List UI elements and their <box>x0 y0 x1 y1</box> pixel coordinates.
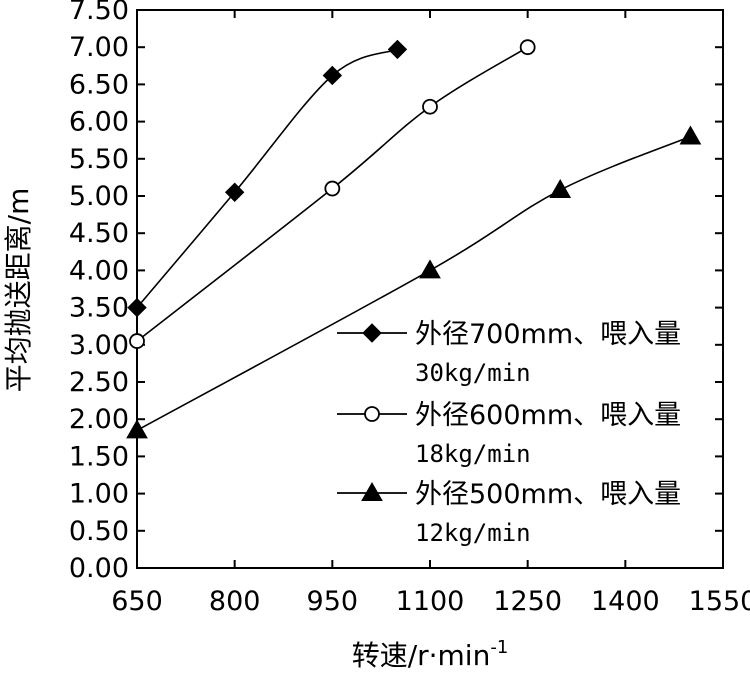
x-tick-label: 1100 <box>396 586 465 617</box>
series-3 <box>126 125 702 439</box>
legend: 外径700mm、喂入量30kg/min外径600mm、喂入量18kg/min外径… <box>337 319 681 547</box>
data-point <box>126 419 148 439</box>
x-tick-label: 650 <box>111 586 163 617</box>
y-tick-label: 4.50 <box>69 218 129 249</box>
y-tick-label: 3.50 <box>69 293 129 324</box>
data-point <box>129 333 145 349</box>
legend-label: 外径600mm、喂入量 <box>415 400 681 431</box>
x-tick-label: 1250 <box>493 586 562 617</box>
data-point <box>127 297 147 318</box>
legend-marker <box>362 323 382 343</box>
y-tick-label: 1.00 <box>69 479 129 510</box>
legend-label: 外径700mm、喂入量 <box>415 319 681 350</box>
legend-marker <box>364 406 380 422</box>
y-tick-label: 6.50 <box>69 69 129 100</box>
x-tick-label: 800 <box>209 586 261 617</box>
y-tick-label: 1.50 <box>69 441 129 472</box>
data-point <box>422 98 438 115</box>
series-group <box>126 39 702 439</box>
data-point <box>324 180 341 197</box>
x-axis-label: 转速/r·min-1 <box>352 637 509 672</box>
y-tick-label: 2.50 <box>69 367 129 398</box>
y-tick-label: 2.00 <box>69 404 129 435</box>
series-line <box>136 135 691 432</box>
data-point <box>419 259 441 279</box>
legend-marker <box>361 481 383 501</box>
data-point <box>387 39 408 60</box>
x-tick-label: 1400 <box>591 586 660 617</box>
tick-labels: 0.00 0.50 1.00 1.50 2.00 2.50 3.00 3.50 4.00 4.50… <box>69 0 750 617</box>
y-tick-label: 5.00 <box>69 181 129 212</box>
y-tick-label: 6.00 <box>69 107 129 138</box>
x-axis-label-superscript: -1 <box>490 637 508 658</box>
series-2 <box>129 39 536 349</box>
legend-label-line2: 12kg/min <box>415 519 531 547</box>
y-tick-label: 3.00 <box>69 330 129 361</box>
series-line <box>136 48 398 309</box>
data-point <box>322 65 343 86</box>
y-axis-label: 平均抛送距离/m <box>2 188 35 393</box>
legend-label-line2: 30kg/min <box>415 359 531 387</box>
x-tick-label: 1550 <box>689 586 750 617</box>
y-tick-label: 0.50 <box>69 516 129 547</box>
legend-label-line2: 18kg/min <box>415 440 531 468</box>
y-tick-label: 7.50 <box>69 0 129 26</box>
series-1 <box>127 39 408 318</box>
series-line <box>136 46 529 342</box>
x-tick-label: 950 <box>307 586 359 617</box>
legend-item-1: 外径700mm、喂入量 30kg/min <box>337 319 681 387</box>
data-point <box>519 39 536 56</box>
y-tick-label: 5.50 <box>69 144 129 175</box>
data-point <box>224 182 245 202</box>
legend-item-2: 外径600mm、喂入量 18kg/min <box>337 400 681 468</box>
y-tick-label: 7.00 <box>69 32 129 63</box>
legend-label: 外径500mm、喂入量 <box>415 479 681 510</box>
legend-item-3: 外径500mm、喂入量 12kg/min <box>337 479 681 547</box>
y-tick-label: 0.00 <box>69 553 129 584</box>
axes <box>136 9 724 569</box>
y-tick-label: 4.00 <box>69 255 129 286</box>
data-point <box>679 125 702 145</box>
data-point <box>549 179 572 199</box>
